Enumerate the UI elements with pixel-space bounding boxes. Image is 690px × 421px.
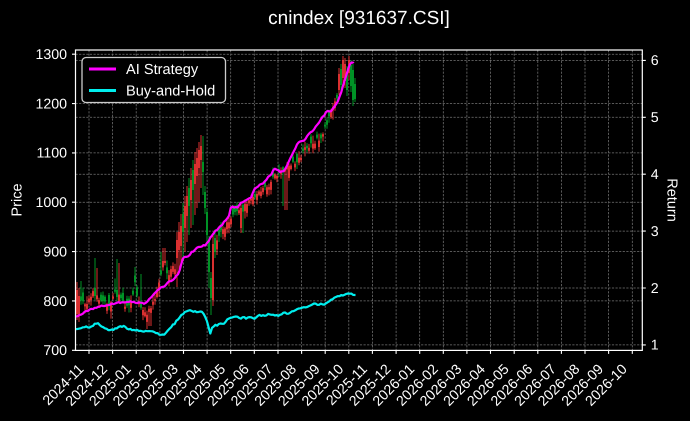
svg-text:3: 3 — [651, 224, 659, 240]
svg-text:Return: Return — [664, 178, 680, 222]
svg-text:4: 4 — [651, 167, 659, 183]
svg-text:1200: 1200 — [35, 96, 67, 112]
svg-text:cnindex [931637.CSI]: cnindex [931637.CSI] — [268, 8, 450, 29]
svg-text:900: 900 — [43, 244, 67, 260]
svg-text:5: 5 — [651, 110, 659, 126]
svg-text:1: 1 — [651, 338, 659, 354]
svg-text:1000: 1000 — [35, 195, 67, 211]
svg-text:Price: Price — [10, 183, 26, 216]
svg-text:AI Strategy: AI Strategy — [126, 62, 199, 78]
svg-text:800: 800 — [43, 294, 67, 310]
svg-text:700: 700 — [43, 343, 67, 359]
svg-text:Buy-and-Hold: Buy-and-Hold — [126, 84, 215, 100]
svg-text:2: 2 — [651, 281, 659, 297]
svg-text:1300: 1300 — [35, 47, 67, 63]
svg-text:1100: 1100 — [36, 146, 67, 162]
svg-text:6: 6 — [651, 53, 659, 69]
